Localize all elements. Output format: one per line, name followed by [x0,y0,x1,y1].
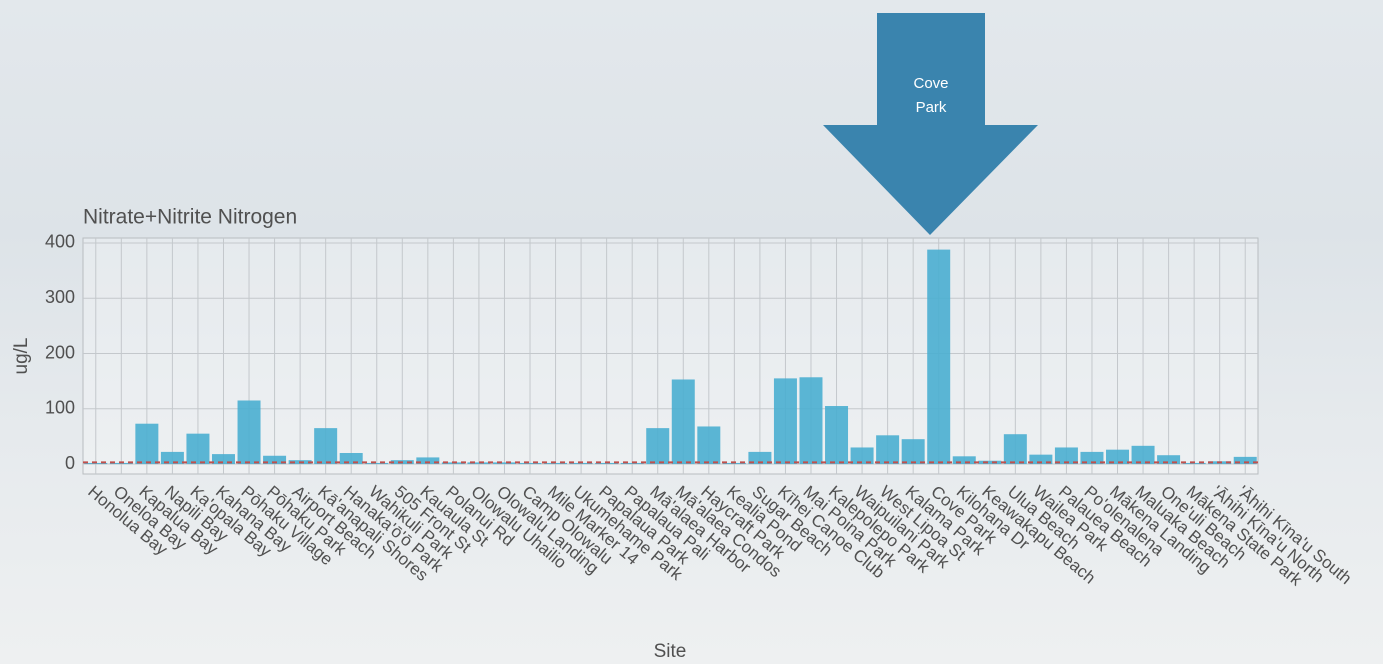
y-tick-label: 400 [45,232,75,252]
bar [160,451,184,465]
bar [697,426,721,465]
annotation: Cove Park [913,75,949,116]
bar [1182,462,1206,465]
bar [850,447,874,465]
bar [952,456,976,465]
bar [1157,455,1181,465]
bar [1131,445,1155,465]
bar [492,462,516,465]
bar [263,455,287,465]
bar [773,378,797,465]
bar [109,462,133,465]
bar [1106,449,1130,465]
bar [978,460,1002,465]
x-axis-label: Site [654,641,687,662]
bar [314,428,338,465]
bar [671,379,695,465]
bar [748,451,772,465]
y-tick-label: 200 [45,342,75,362]
bar [901,439,925,465]
bar [927,249,951,465]
bar [799,377,823,465]
bar [876,435,900,465]
plot-background [82,237,1259,475]
bar [825,406,849,465]
bar [595,462,619,465]
annotation-arrow-shaft [877,13,985,125]
bar [569,462,593,465]
bar [467,462,491,465]
bar [1080,451,1104,465]
y-axis-label: ug/L [11,338,32,375]
bar [365,462,389,465]
y-tick-label: 0 [65,453,75,473]
bar [1003,434,1027,465]
bar [646,428,670,465]
bar [84,462,108,465]
chart-title: Nitrate+Nitrite Nitrogen [83,206,297,229]
bar [518,462,542,465]
bar [237,400,261,465]
bar [1029,454,1053,465]
bar [620,462,644,465]
bar [211,454,235,465]
bar [1233,456,1257,465]
y-tick-label: 100 [45,398,75,418]
y-tick-label: 300 [45,287,75,307]
annotation-arrow-head [823,125,1038,235]
bar [722,462,746,465]
bar [186,433,210,465]
bar [544,462,568,465]
bar [339,452,363,465]
bar [1054,447,1078,465]
bar [135,423,159,465]
bar [416,457,440,465]
